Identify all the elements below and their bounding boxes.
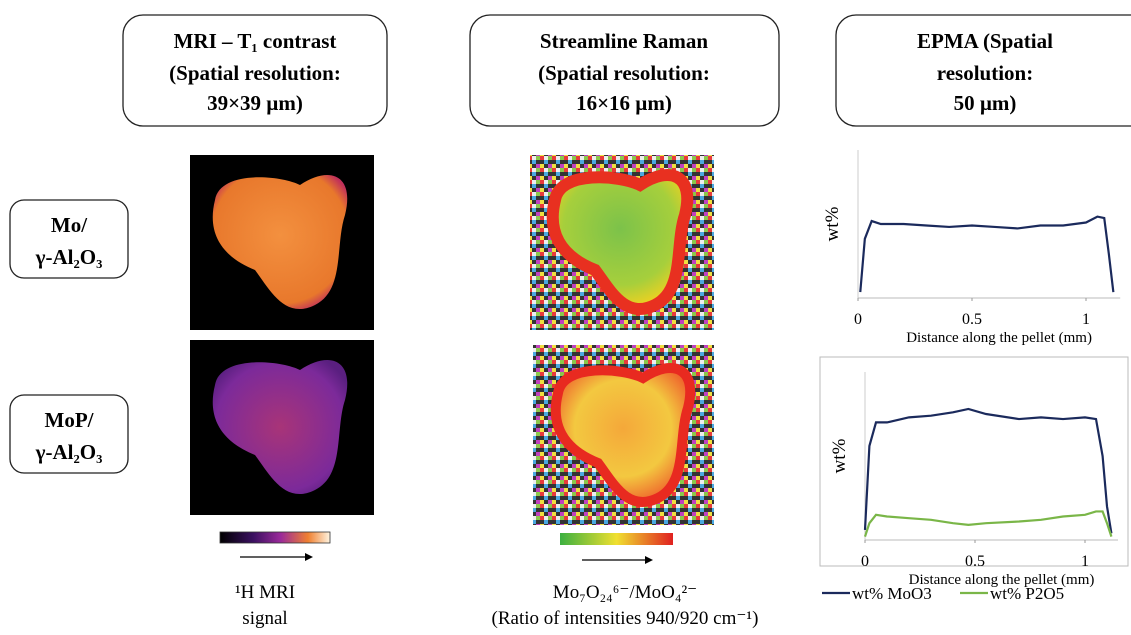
header-text: (Spatial resolution: <box>538 61 710 85</box>
x-tick-label: 0 <box>854 311 862 328</box>
row-box <box>9 199 129 279</box>
x-tick-label: 0.5 <box>965 553 985 570</box>
header-box <box>122 14 388 127</box>
x-tick-label: 1 <box>1081 553 1089 570</box>
header-text: EPMA (Spatial <box>917 29 1053 53</box>
data-line <box>859 215 1115 293</box>
y-axis-label: wt% <box>829 438 850 473</box>
colorbar-label: Mo₇O₂₄⁶⁻/MoO₄²⁻ <box>553 582 697 603</box>
x-tick-label: 0.5 <box>962 311 982 328</box>
colorbar <box>560 533 673 545</box>
x-tick-label: 1 <box>1082 311 1090 328</box>
x-tick-label: 0 <box>861 553 869 570</box>
colorbar-label: signal <box>242 608 287 629</box>
header-text: 16×16 µm) <box>576 91 672 115</box>
row-box <box>9 394 129 474</box>
legend-label: wt% MoO3 <box>852 584 932 603</box>
chart-frame <box>819 356 1129 567</box>
row-label: γ-Al₂O₃ <box>35 440 103 464</box>
x-axis-label: Distance along the pellet (mm) <box>906 330 1092 346</box>
x-axis-label: Distance along the pellet (mm) <box>909 572 1095 588</box>
header-text: 50 µm) <box>954 91 1017 115</box>
header-text: (Spatial resolution: <box>169 61 341 85</box>
colorbar-label: ¹H MRI <box>235 582 295 603</box>
header-text: Streamline Raman <box>540 29 709 53</box>
data-line <box>863 510 1113 537</box>
header-box <box>469 14 780 127</box>
row-label: γ-Al₂O₃ <box>35 245 103 269</box>
y-axis-label: wt% <box>822 206 843 241</box>
data-line <box>863 407 1113 534</box>
header-text: MRI – T₁ contrast <box>174 29 337 53</box>
row-label: Mo/ <box>51 213 88 237</box>
legend-label: wt% P2O5 <box>990 584 1064 603</box>
arrow-head <box>305 553 313 561</box>
header-text: 39×39 µm) <box>207 91 303 115</box>
row-label: MoP/ <box>45 408 95 432</box>
colorbar-label: (Ratio of intensities 940/920 cm⁻¹) <box>492 608 759 629</box>
colorbar <box>219 531 331 544</box>
arrow-head <box>645 556 653 564</box>
header-text: resolution: <box>937 61 1033 85</box>
header-box <box>835 14 1131 127</box>
